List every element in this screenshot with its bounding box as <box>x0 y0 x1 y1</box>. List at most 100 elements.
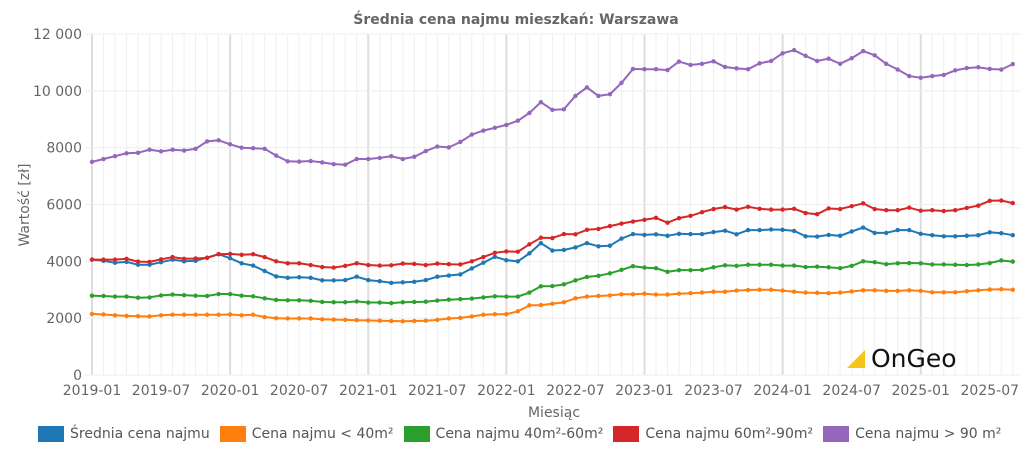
data-point <box>181 292 187 298</box>
data-point <box>930 232 935 238</box>
data-point <box>400 300 405 305</box>
data-point <box>354 274 359 279</box>
data-point <box>665 67 670 73</box>
data-point <box>412 299 417 305</box>
data-point <box>630 66 636 72</box>
data-point <box>296 159 302 164</box>
data-point <box>826 290 831 296</box>
data-point <box>239 293 244 298</box>
data-point <box>296 316 302 321</box>
data-point <box>930 207 935 213</box>
data-point <box>262 296 267 301</box>
data-point <box>320 278 325 283</box>
legend-item[interactable]: Cena najmu > 90 m² <box>823 426 1001 442</box>
data-point <box>561 282 567 287</box>
data-point <box>814 58 820 64</box>
data-point <box>308 158 313 164</box>
legend-label: Cena najmu > 90 m² <box>855 426 1002 442</box>
data-point <box>653 215 659 221</box>
data-point <box>653 67 659 72</box>
data-point <box>987 260 992 266</box>
data-point <box>308 275 313 281</box>
data-point <box>412 261 417 267</box>
data-point <box>953 290 958 295</box>
legend-swatch <box>38 426 64 442</box>
legend-item[interactable]: Cena najmu 40m²-60m² <box>403 426 603 442</box>
data-point <box>239 252 244 257</box>
legend-item[interactable]: Cena najmu 60m²-90m² <box>613 426 813 442</box>
data-point <box>826 56 831 61</box>
data-point <box>780 263 785 268</box>
data-point <box>170 147 175 152</box>
data-point <box>999 198 1004 203</box>
data-point <box>101 156 106 162</box>
legend-item[interactable]: Średnia cena najmu <box>38 426 210 442</box>
data-point <box>665 233 670 238</box>
data-point <box>423 262 428 268</box>
data-point <box>722 204 728 210</box>
data-point <box>699 61 705 67</box>
data-point <box>423 318 428 323</box>
data-point <box>860 288 866 293</box>
data-point <box>527 242 532 247</box>
data-point <box>239 145 244 150</box>
data-point <box>803 264 808 270</box>
data-point <box>596 244 601 249</box>
data-point <box>964 288 969 294</box>
data-point <box>250 294 256 299</box>
data-point <box>676 231 682 236</box>
data-point <box>584 85 590 90</box>
logo-text: OnGeo <box>871 344 957 373</box>
data-point <box>872 259 877 265</box>
data-point <box>400 156 405 162</box>
data-point <box>458 315 463 321</box>
data-point <box>423 299 428 304</box>
data-point <box>124 256 129 261</box>
data-point <box>688 231 693 237</box>
data-point <box>515 259 521 264</box>
data-point <box>561 300 567 305</box>
data-point <box>688 267 693 273</box>
data-point <box>872 206 877 212</box>
data-point <box>89 159 95 165</box>
data-point <box>239 313 244 318</box>
data-point <box>216 291 221 297</box>
data-point <box>745 67 751 72</box>
data-point <box>837 265 843 271</box>
data-point <box>941 290 946 295</box>
data-point <box>331 161 336 167</box>
data-point <box>492 311 498 317</box>
data-point <box>469 314 475 319</box>
data-point <box>308 298 313 304</box>
data-point <box>481 260 486 265</box>
data-point <box>204 293 210 299</box>
data-point <box>573 278 578 283</box>
data-point <box>366 262 371 268</box>
data-point <box>653 232 659 237</box>
data-point <box>619 80 624 86</box>
data-point <box>930 290 935 295</box>
data-point <box>918 288 923 294</box>
data-point <box>320 160 325 165</box>
data-point <box>389 153 394 159</box>
x-tick-label: 2023-07 <box>684 383 743 399</box>
data-point <box>458 296 463 302</box>
data-point <box>538 100 544 105</box>
data-point <box>320 299 325 305</box>
data-point <box>757 262 762 267</box>
data-point <box>227 291 233 297</box>
data-point <box>412 154 417 159</box>
data-point <box>262 146 267 152</box>
data-point <box>412 318 417 324</box>
data-point <box>216 252 221 257</box>
legend-item[interactable]: Cena najmu < 40m² <box>219 426 394 442</box>
data-point <box>734 288 739 293</box>
data-point <box>895 288 900 294</box>
data-point <box>883 261 889 267</box>
data-point <box>941 262 946 267</box>
data-point <box>147 314 152 319</box>
legend-label: Cena najmu < 40m² <box>251 426 394 442</box>
data-point <box>745 262 751 267</box>
data-point <box>101 293 106 299</box>
data-point <box>665 292 670 297</box>
